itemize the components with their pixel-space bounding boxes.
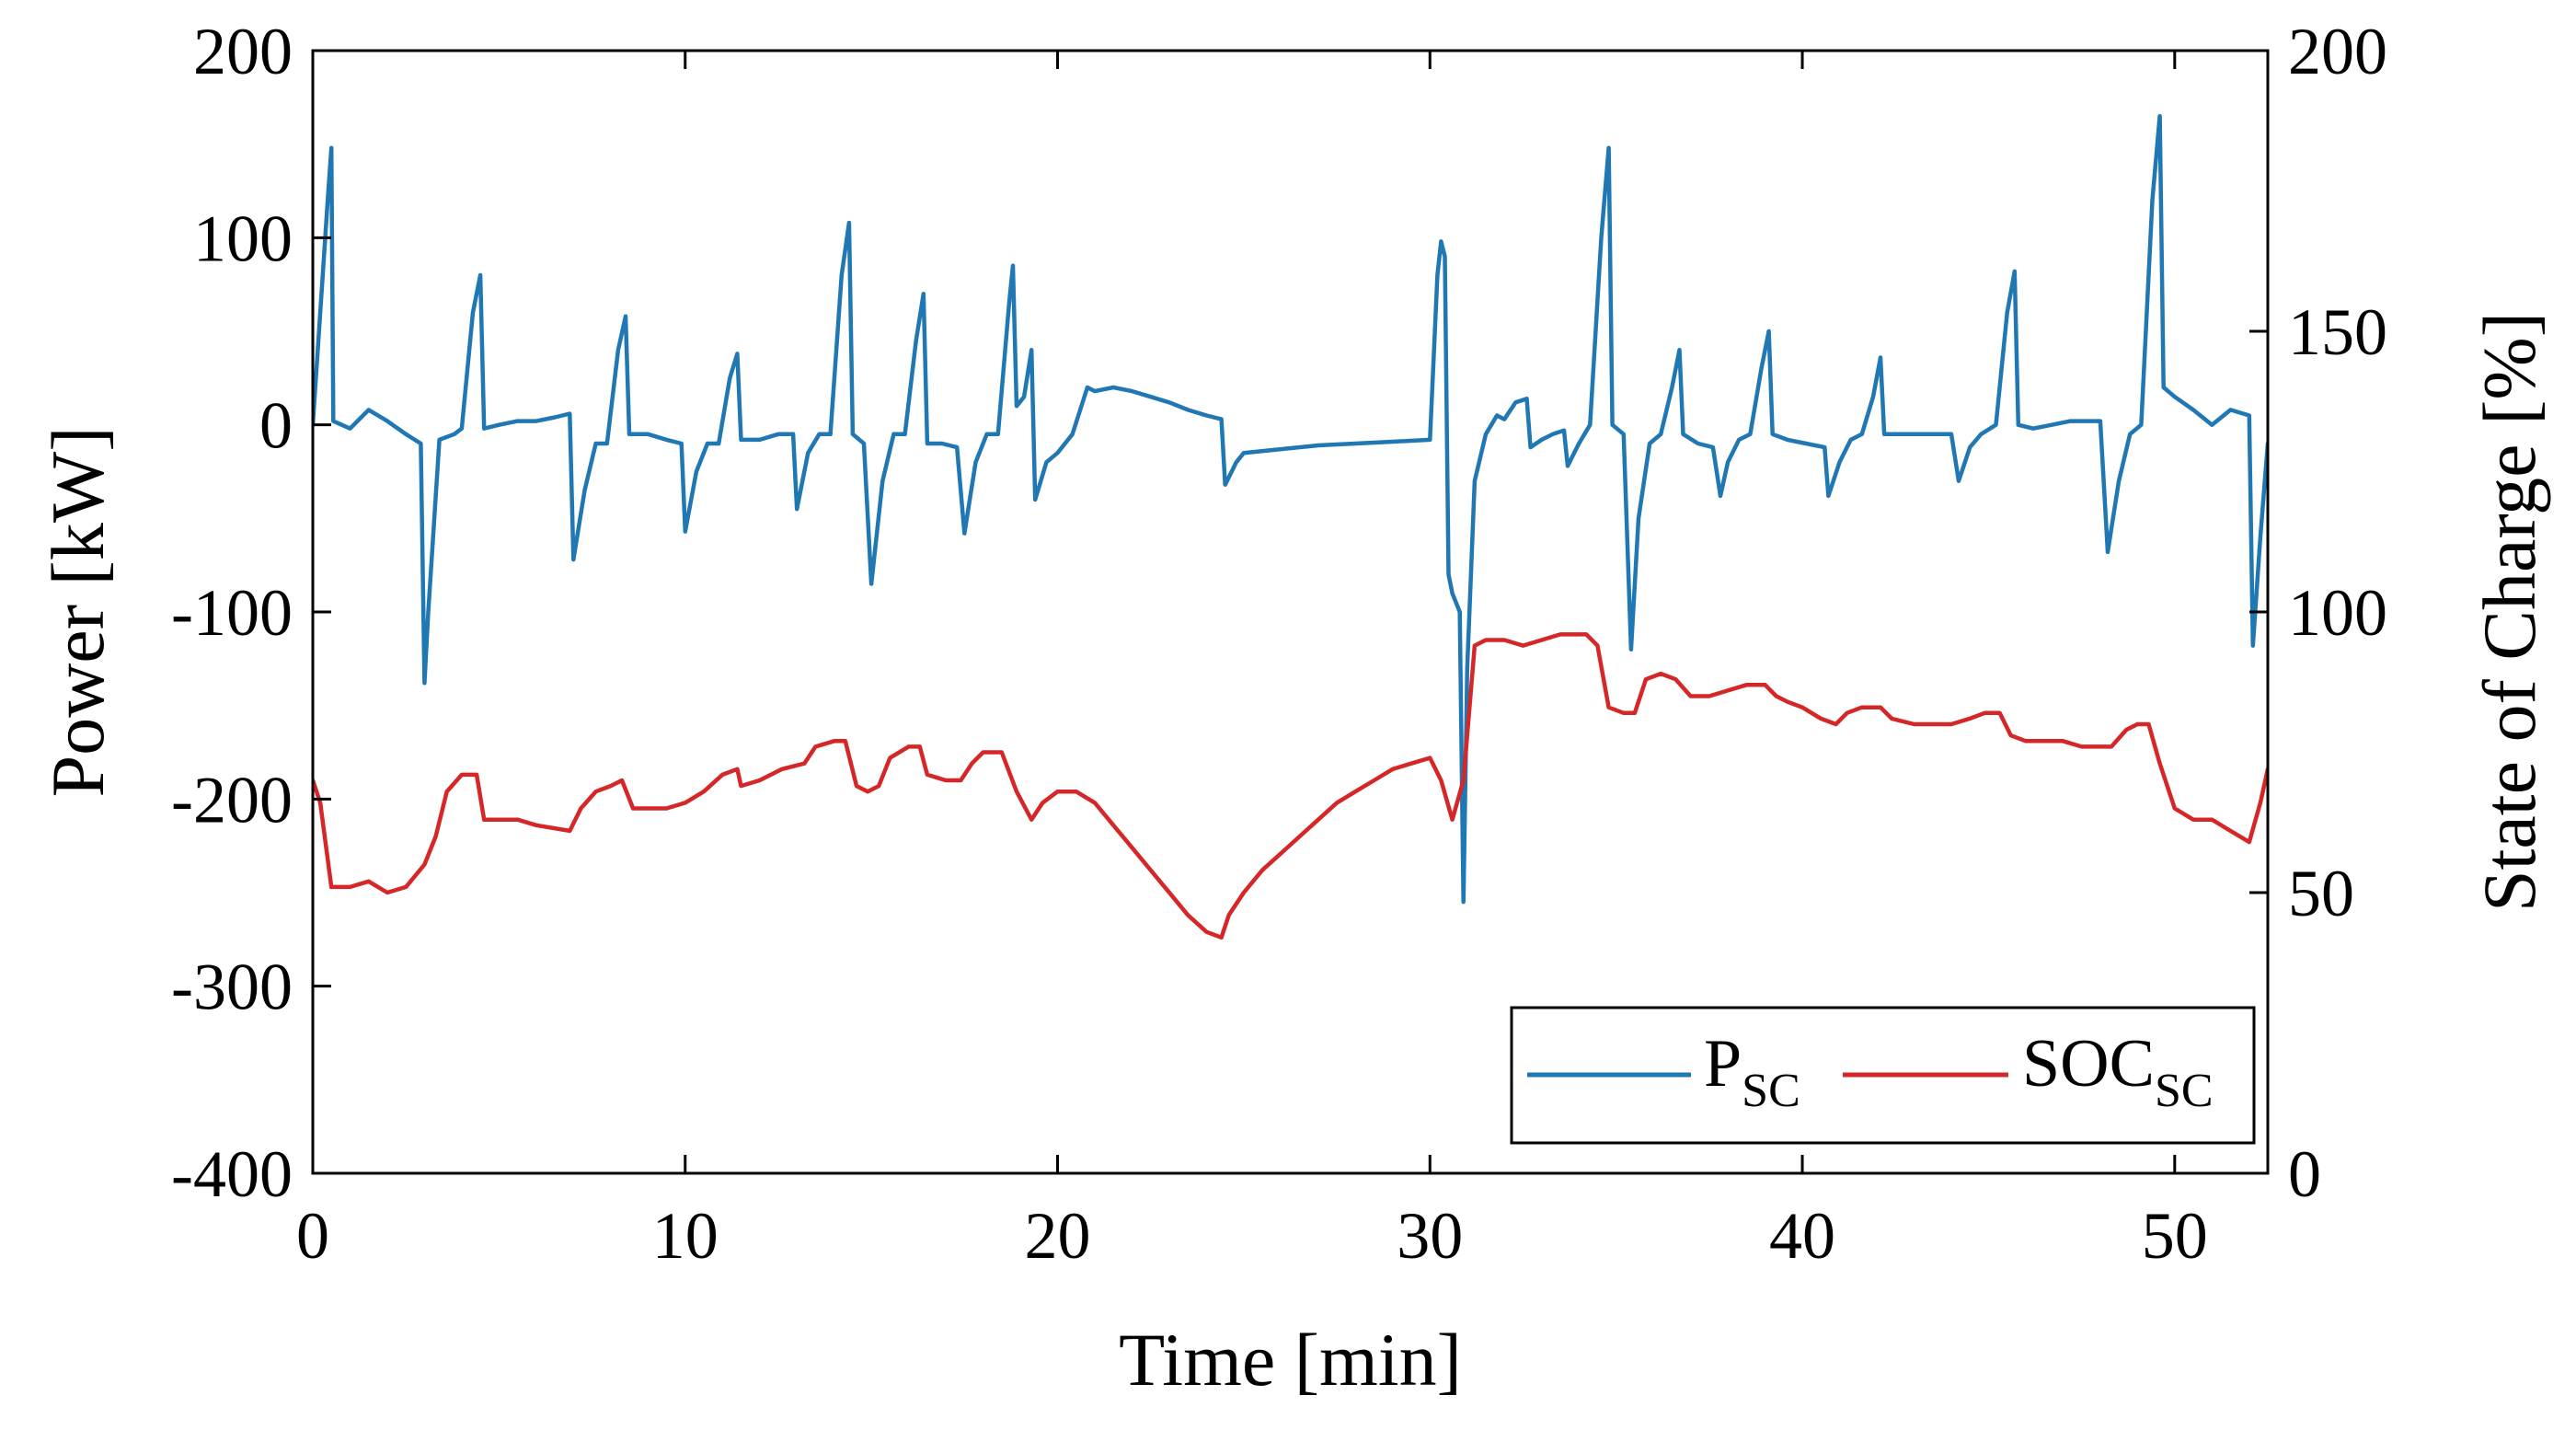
legend-label-psc: PSC (1704, 1026, 1800, 1117)
legend-label-socsc-main: SOC (2022, 1026, 2155, 1101)
legend-label-socsc: SOCSC (2022, 1026, 2214, 1117)
y-left-tick-label: 200 (193, 15, 293, 88)
x-axis-label: Time [min] (1119, 1318, 1462, 1401)
x-tick-label: 10 (652, 1199, 719, 1273)
y-axis-right-label: State of Charge [%] (2467, 312, 2551, 912)
y-left-tick-label: 100 (193, 202, 293, 275)
x-tick-label: 40 (1769, 1199, 1835, 1273)
series-line-psc (313, 113, 2268, 905)
y-right-tick-label: 0 (2288, 1137, 2321, 1211)
legend-label-psc-subscript: SC (1742, 1065, 1800, 1117)
x-tick-label: 0 (296, 1199, 329, 1273)
y-right-tick-label: 200 (2288, 15, 2387, 88)
series-line-socsc (313, 632, 2268, 940)
y-right-tick-label: 150 (2288, 295, 2387, 369)
plot-area (313, 113, 2268, 940)
legend-label-socsc-subscript: SC (2155, 1065, 2214, 1117)
legend-label-psc-main: P (1704, 1026, 1742, 1101)
y-left-tick-label: -100 (171, 576, 293, 650)
y-left-tick-label: -300 (171, 951, 293, 1024)
legend: PSC SOCSC (1510, 1006, 2256, 1145)
x-tick-label: 20 (1025, 1199, 1091, 1273)
ticks: 0 10 20 30 40 50 -400 -300 -200 -100 0 100 200 0 50 100… (171, 15, 2387, 1273)
y-left-tick-label: 0 (259, 389, 293, 463)
y-right-tick-label: 50 (2288, 857, 2354, 930)
y-left-tick-label: -200 (171, 763, 293, 836)
y-axis-left-label: Power [kW] (36, 426, 120, 797)
y-right-tick-label: 100 (2288, 576, 2387, 650)
x-tick-label: 30 (1397, 1199, 1463, 1273)
axes-box (311, 49, 2270, 1175)
y-left-tick-label: -400 (171, 1137, 293, 1211)
x-tick-label: 50 (2142, 1199, 2208, 1273)
